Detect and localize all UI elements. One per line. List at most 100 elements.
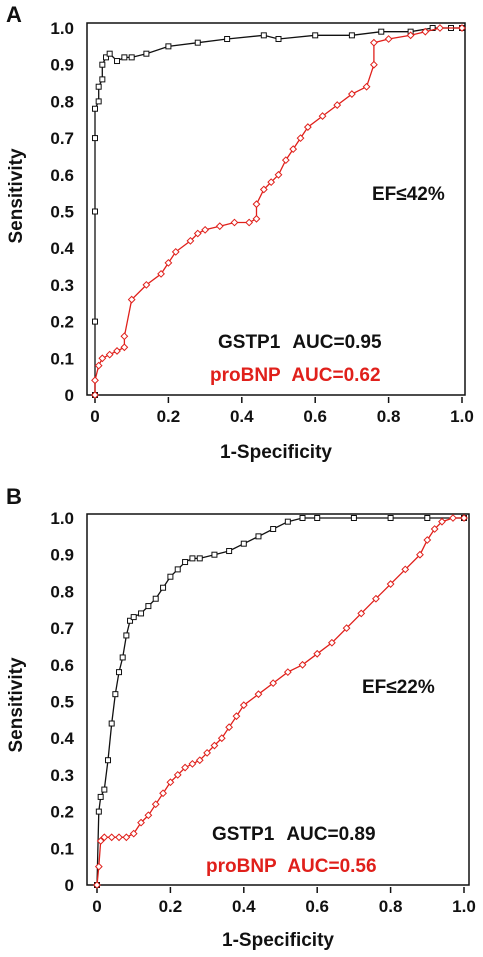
data-point bbox=[224, 36, 231, 43]
gstp1-auc: AUC=0.89 bbox=[286, 824, 375, 845]
data-point bbox=[215, 222, 224, 231]
data-point bbox=[173, 770, 182, 779]
data-point bbox=[120, 332, 129, 341]
x-tick-label: 0.2 bbox=[159, 897, 183, 916]
y-tick-label: 0.7 bbox=[50, 129, 74, 148]
data-point bbox=[143, 50, 150, 57]
data-point bbox=[181, 763, 189, 772]
data-point bbox=[303, 123, 312, 131]
data-point bbox=[95, 83, 102, 90]
probnp-auc: AUC=0.56 bbox=[287, 856, 376, 877]
y-tick-label: 0.1 bbox=[50, 839, 74, 858]
y-tick-label: 0.8 bbox=[50, 582, 74, 601]
data-point bbox=[289, 145, 298, 154]
roc-panel-a: A Sensitivity 1-Specificity 0 0.2 0.4 0.6 0.… bbox=[0, 0, 483, 478]
data-point bbox=[449, 514, 457, 522]
gstp1-auc-label: GSTP1 AUC=0.89 bbox=[212, 824, 376, 845]
data-point bbox=[298, 660, 307, 669]
ef-annotation: EF≤22% bbox=[362, 677, 435, 698]
data-point bbox=[92, 208, 98, 215]
y-tick-label: 0.9 bbox=[50, 546, 74, 565]
data-point bbox=[252, 200, 261, 209]
data-point bbox=[342, 624, 351, 633]
data-point bbox=[194, 39, 201, 46]
data-point bbox=[416, 550, 424, 559]
y-tick-label: 0 bbox=[65, 876, 74, 895]
data-point bbox=[151, 800, 160, 809]
probnp-auc-label: proBNP AUC=0.62 bbox=[210, 365, 381, 386]
data-point bbox=[284, 518, 291, 525]
data-point bbox=[333, 101, 342, 109]
data-point bbox=[166, 778, 175, 787]
data-point bbox=[260, 32, 267, 39]
data-point bbox=[165, 43, 172, 50]
data-point bbox=[230, 218, 239, 227]
data-point bbox=[182, 559, 189, 566]
data-point bbox=[460, 514, 468, 522]
y-tick-label: 0.6 bbox=[50, 166, 74, 185]
data-point bbox=[274, 170, 283, 179]
x-tick-label: 0.8 bbox=[379, 897, 403, 916]
data-point bbox=[174, 566, 181, 573]
data-point bbox=[423, 536, 432, 544]
data-point bbox=[296, 134, 305, 143]
data-point bbox=[95, 98, 102, 105]
data-point bbox=[430, 525, 439, 533]
probnp-auc-label: proBNP AUC=0.56 bbox=[206, 856, 377, 877]
data-point bbox=[281, 156, 290, 165]
data-point bbox=[318, 112, 327, 120]
data-point bbox=[225, 723, 234, 732]
data-point bbox=[138, 610, 145, 617]
x-tick-label: 1.0 bbox=[452, 897, 476, 916]
data-point bbox=[370, 60, 378, 69]
data-point bbox=[313, 649, 322, 658]
y-tick-label: 0.6 bbox=[50, 656, 74, 675]
data-point bbox=[195, 756, 204, 765]
data-point bbox=[193, 229, 202, 238]
data-point bbox=[270, 526, 277, 533]
data-point bbox=[362, 82, 371, 91]
data-point bbox=[127, 617, 134, 624]
data-point bbox=[128, 54, 135, 61]
roc-curve-probnp bbox=[96, 517, 464, 886]
y-tick-label: 0.4 bbox=[50, 239, 74, 258]
data-point bbox=[401, 565, 410, 574]
data-point bbox=[438, 517, 446, 526]
data-point bbox=[275, 36, 282, 43]
data-point bbox=[254, 690, 263, 699]
data-point bbox=[436, 24, 444, 32]
gstp1-auc-label: GSTP1 AUC=0.95 bbox=[218, 332, 382, 353]
data-point bbox=[259, 185, 268, 194]
x-axis-label: 1-Specificity bbox=[222, 930, 334, 951]
data-point bbox=[105, 757, 112, 764]
data-point bbox=[119, 654, 126, 661]
gstp1-name: GSTP1 bbox=[212, 824, 275, 845]
y-tick-label: 0.3 bbox=[50, 276, 74, 295]
roc-curve-gstp1 bbox=[96, 517, 464, 886]
data-point bbox=[112, 691, 119, 698]
data-point bbox=[108, 720, 115, 727]
data-point bbox=[370, 38, 378, 47]
data-point bbox=[91, 391, 99, 399]
y-axis-label: Sensitivity bbox=[6, 657, 27, 752]
data-point bbox=[327, 638, 336, 647]
panel-label: B bbox=[6, 484, 22, 509]
x-tick-label: 0.8 bbox=[377, 407, 401, 426]
data-point bbox=[145, 603, 152, 610]
y-tick-label: 1.0 bbox=[50, 19, 74, 38]
data-point bbox=[210, 741, 219, 750]
data-point bbox=[387, 515, 394, 521]
x-tick-label: 0 bbox=[90, 407, 99, 426]
data-point bbox=[314, 515, 321, 521]
data-point bbox=[142, 280, 151, 289]
data-point bbox=[378, 28, 385, 35]
data-point bbox=[91, 376, 99, 385]
y-tick-label: 0.1 bbox=[50, 349, 74, 368]
data-point bbox=[386, 580, 395, 588]
panel-label: A bbox=[6, 2, 22, 27]
data-point bbox=[159, 789, 167, 798]
data-point bbox=[120, 343, 129, 352]
y-tick-label: 0.3 bbox=[50, 766, 74, 785]
plot-frame bbox=[86, 513, 470, 886]
data-point bbox=[98, 354, 107, 363]
